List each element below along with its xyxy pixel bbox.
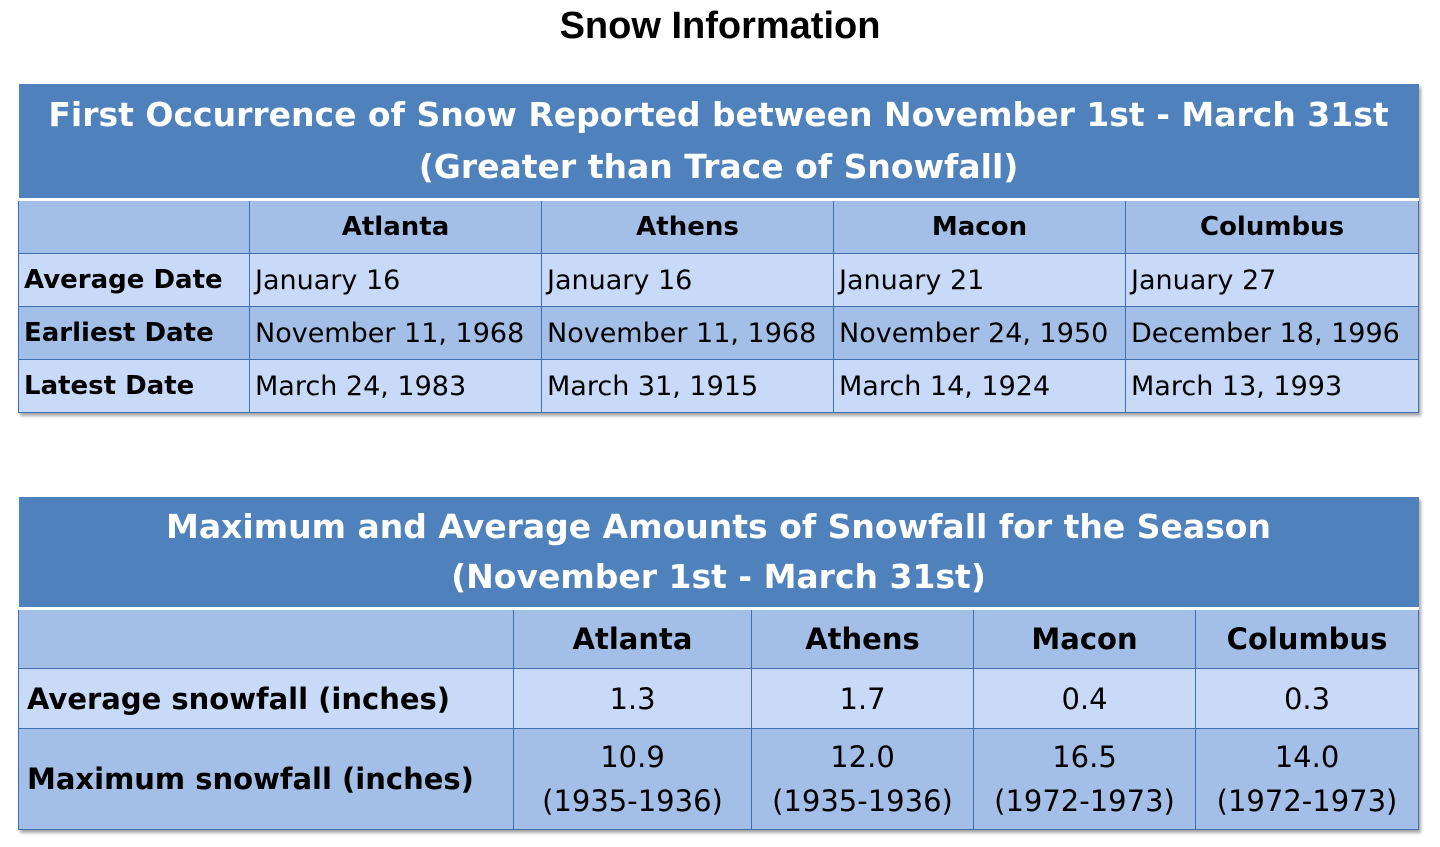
- cell-macon: January 21: [833, 253, 1126, 307]
- table-row: Earliest Date November 11, 1968 November…: [18, 306, 1420, 360]
- max-season: (1935-1936): [772, 784, 953, 818]
- cell-athens: January 16: [541, 253, 834, 307]
- column-header-atlanta: Atlanta: [513, 608, 752, 669]
- row-label: Latest Date: [18, 359, 250, 413]
- snowfall-amounts-title-line2: (November 1st - March 31st): [451, 557, 986, 596]
- cell-athens: 12.0 (1935-1936): [751, 728, 974, 830]
- page-title: Snow Information: [559, 5, 881, 47]
- max-season: (1972-1973): [994, 784, 1175, 818]
- row-label: Maximum snowfall (inches): [18, 728, 514, 830]
- cell-atlanta: March 24, 1983: [249, 359, 542, 413]
- max-season: (1935-1936): [542, 784, 723, 818]
- cell-macon: November 24, 1950: [833, 306, 1126, 360]
- column-header-athens: Athens: [751, 608, 974, 669]
- cell-macon: March 14, 1924: [833, 359, 1126, 413]
- column-header-macon: Macon: [973, 608, 1196, 669]
- cell-columbus: 14.0 (1972-1973): [1194, 728, 1420, 830]
- cell-columbus: 0.3: [1194, 668, 1420, 729]
- cell-atlanta: 1.3: [513, 668, 752, 729]
- column-header-columbus: Columbus: [1124, 199, 1420, 254]
- max-amount: 12.0: [830, 740, 895, 774]
- cell-macon: 16.5 (1972-1973): [973, 728, 1196, 830]
- table-row: Average snowfall (inches) 1.3 1.7 0.4 0.…: [18, 668, 1420, 729]
- column-header-athens: Athens: [541, 199, 834, 254]
- cell-columbus: March 13, 1993: [1124, 359, 1420, 413]
- cell-atlanta: November 11, 1968: [249, 306, 542, 360]
- first-occurrence-title: First Occurrence of Snow Reported betwee…: [18, 84, 1419, 201]
- row-label: Earliest Date: [18, 306, 250, 360]
- column-header-blank: [18, 608, 514, 669]
- cell-macon: 0.4: [973, 668, 1196, 729]
- column-header-row: Atlanta Athens Macon Columbus: [18, 199, 1420, 254]
- column-header-row: Atlanta Athens Macon Columbus: [18, 608, 1420, 669]
- cell-athens: March 31, 1915: [541, 359, 834, 413]
- snowfall-amounts-title: Maximum and Average Amounts of Snowfall …: [18, 497, 1419, 610]
- cell-athens: 1.7: [751, 668, 974, 729]
- max-amount: 10.9: [600, 740, 665, 774]
- column-header-blank: [18, 199, 250, 254]
- cell-atlanta: 10.9 (1935-1936): [513, 728, 752, 830]
- table-row: Maximum snowfall (inches) 10.9 (1935-193…: [18, 728, 1420, 830]
- cell-athens: November 11, 1968: [541, 306, 834, 360]
- first-occurrence-title-line1: First Occurrence of Snow Reported betwee…: [48, 95, 1389, 134]
- column-header-columbus: Columbus: [1194, 608, 1420, 669]
- row-label: Average snowfall (inches): [18, 668, 514, 729]
- table-row: Latest Date March 24, 1983 March 31, 191…: [18, 359, 1420, 413]
- table-row: Average Date January 16 January 16 Janua…: [18, 253, 1420, 307]
- first-occurrence-table: First Occurrence of Snow Reported betwee…: [18, 84, 1420, 413]
- max-amount: 16.5: [1052, 740, 1117, 774]
- column-header-macon: Macon: [833, 199, 1126, 254]
- max-amount: 14.0: [1274, 740, 1340, 774]
- cell-atlanta: January 16: [249, 253, 542, 307]
- first-occurrence-title-line2: (Greater than Trace of Snowfall): [418, 147, 1019, 186]
- cell-columbus: December 18, 1996: [1124, 306, 1420, 360]
- snowfall-amounts-title-line1: Maximum and Average Amounts of Snowfall …: [166, 507, 1271, 546]
- row-label: Average Date: [18, 253, 250, 307]
- cell-columbus: January 27: [1124, 253, 1420, 307]
- column-header-atlanta: Atlanta: [249, 199, 542, 254]
- max-season: (1972-1973): [1216, 784, 1398, 818]
- snowfall-amounts-table: Maximum and Average Amounts of Snowfall …: [18, 497, 1420, 830]
